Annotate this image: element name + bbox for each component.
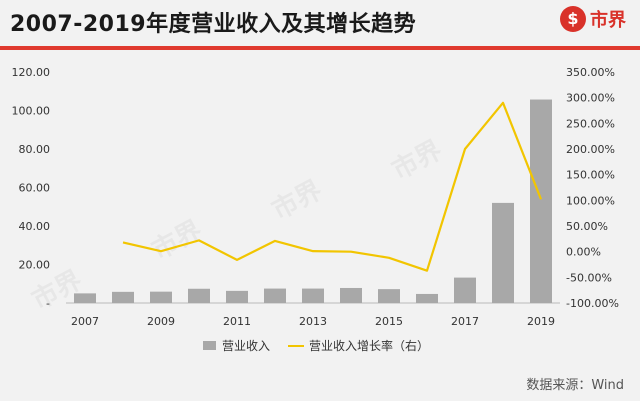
right-axis-ticks: -100.00% -50.00% 0.00% 50.00% 100.00% 150.00%… — [566, 66, 619, 310]
x-tick-label: 2017 — [451, 315, 479, 328]
right-tick-label: -50.00% — [566, 271, 612, 284]
right-tick-label: -100.00% — [566, 297, 619, 310]
legend-label-bar: 营业收入 — [222, 339, 270, 353]
left-tick-label: 80.00 — [19, 143, 51, 156]
left-tick-label: 40.00 — [19, 220, 51, 233]
legend-swatch-bar — [203, 341, 216, 350]
x-tick-label: 2009 — [147, 315, 175, 328]
x-tick-label: 2011 — [223, 315, 251, 328]
right-tick-label: 300.00% — [566, 92, 615, 105]
revenue-chart: - 20.00 40.00 60.00 80.00 100.00 120.00 -100.0… — [12, 66, 619, 353]
x-axis-ticks: 2007 2009 2011 2013 2015 2017 2019 — [71, 315, 555, 328]
x-tick-label: 2007 — [71, 315, 99, 328]
x-tick-label: 2013 — [299, 315, 327, 328]
bars — [74, 99, 552, 303]
right-tick-label: 100.00% — [566, 194, 615, 207]
left-tick-label: - — [46, 297, 50, 310]
page-title: 2007-2019年度营业收入及其增长趋势 — [10, 12, 417, 37]
left-axis-ticks: - 20.00 40.00 60.00 80.00 100.00 120.00 — [12, 66, 51, 310]
title-rule — [0, 46, 640, 50]
legend: 营业收入 营业收入增长率（右） — [203, 338, 429, 353]
brand-logo: $ 市界 — [560, 6, 626, 32]
right-tick-label: 150.00% — [566, 169, 615, 182]
revenue-bar — [188, 288, 210, 303]
revenue-bar — [264, 288, 286, 303]
revenue-bar — [226, 290, 248, 303]
revenue-bar — [150, 291, 172, 303]
revenue-bar — [416, 293, 438, 303]
revenue-bar — [302, 288, 324, 303]
right-tick-label: 350.00% — [566, 66, 615, 79]
revenue-bar — [378, 289, 400, 303]
legend-label-line: 营业收入增长率（右） — [309, 338, 429, 353]
revenue-bar — [112, 291, 134, 303]
revenue-bar — [530, 99, 552, 303]
revenue-bar — [340, 287, 362, 303]
right-tick-label: 50.00% — [566, 220, 608, 233]
left-tick-label: 100.00 — [12, 105, 51, 118]
right-tick-label: 250.00% — [566, 117, 615, 130]
brand-name: 市界 — [590, 10, 626, 31]
left-tick-label: 60.00 — [19, 182, 51, 195]
revenue-bar — [454, 277, 476, 303]
right-tick-label: 200.00% — [566, 143, 615, 156]
revenue-bar — [492, 202, 514, 303]
right-tick-label: 0.00% — [566, 246, 601, 259]
revenue-bar — [74, 293, 96, 303]
x-tick-label: 2015 — [375, 315, 403, 328]
left-tick-label: 20.00 — [19, 259, 51, 272]
source-note: 数据来源：Wind — [526, 378, 624, 393]
x-tick-label: 2019 — [527, 315, 555, 328]
left-tick-label: 120.00 — [12, 66, 51, 79]
growth-line — [122, 101, 543, 272]
dollar-circle-icon: $ — [560, 6, 586, 32]
growth-rate-line — [122, 101, 543, 272]
